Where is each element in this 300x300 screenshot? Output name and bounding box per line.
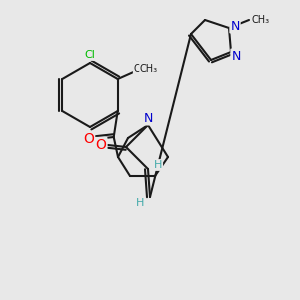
- Text: H: H: [136, 198, 144, 208]
- Text: H: H: [154, 160, 162, 170]
- Text: N: N: [231, 50, 241, 62]
- Text: CH₃: CH₃: [252, 15, 270, 25]
- Text: O: O: [96, 138, 106, 152]
- Text: N: N: [230, 20, 240, 32]
- Text: O: O: [83, 132, 94, 146]
- Text: N: N: [143, 112, 153, 124]
- Text: Cl: Cl: [85, 50, 95, 60]
- Text: CH₃: CH₃: [134, 64, 152, 74]
- Text: CH₃: CH₃: [140, 64, 158, 74]
